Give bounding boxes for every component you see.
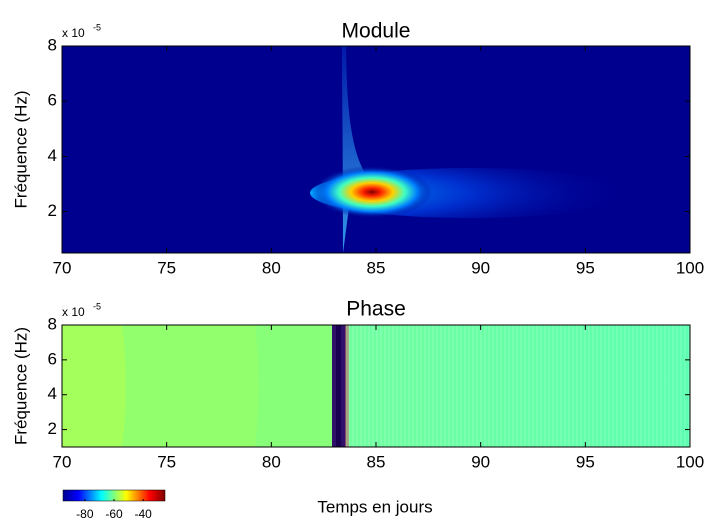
- x-tick-label: 80: [262, 452, 281, 471]
- y-exponent: x 10: [62, 26, 85, 40]
- y-axis-label: Fréquence (Hz): [11, 327, 30, 445]
- y-tick-label: 2: [48, 419, 57, 438]
- x-tick-label: 70: [53, 258, 72, 277]
- x-tick-label: 90: [471, 452, 490, 471]
- colorbar-tick-label: -80: [76, 507, 94, 521]
- y-tick-label: 8: [48, 314, 57, 333]
- y-tick-label: 6: [48, 349, 57, 368]
- x-tick-label: 95: [576, 452, 595, 471]
- y-tick-label: 6: [48, 91, 57, 110]
- x-tick-label: 90: [471, 258, 490, 277]
- colorbar-tick-label: -40: [134, 507, 152, 521]
- x-tick-label: 80: [262, 258, 281, 277]
- x-tick-label: 100: [676, 258, 704, 277]
- y-exponent: x 10: [62, 305, 85, 319]
- module-image: [62, 46, 690, 253]
- y-exponent-power: -5: [93, 301, 101, 311]
- y-exponent-power: -5: [93, 22, 101, 32]
- chart-title: Phase: [346, 298, 406, 321]
- x-tick-label: 85: [367, 452, 386, 471]
- y-axis-label: Fréquence (Hz): [11, 90, 30, 208]
- colorbar-tick-label: -60: [105, 507, 123, 521]
- x-tick-label: 75: [157, 452, 176, 471]
- y-tick-label: 2: [48, 201, 57, 220]
- x-tick-label: 75: [157, 258, 176, 277]
- chart-title: Module: [342, 20, 411, 43]
- x-axis-label: Temps en jours: [317, 497, 432, 516]
- x-tick-label: 95: [576, 258, 595, 277]
- y-tick-label: 4: [48, 146, 57, 165]
- phase-image: [62, 325, 690, 447]
- y-tick-label: 8: [48, 35, 57, 54]
- x-tick-label: 85: [367, 258, 386, 277]
- x-tick-label: 70: [53, 452, 72, 471]
- y-tick-label: 4: [48, 384, 57, 403]
- x-tick-label: 100: [676, 452, 704, 471]
